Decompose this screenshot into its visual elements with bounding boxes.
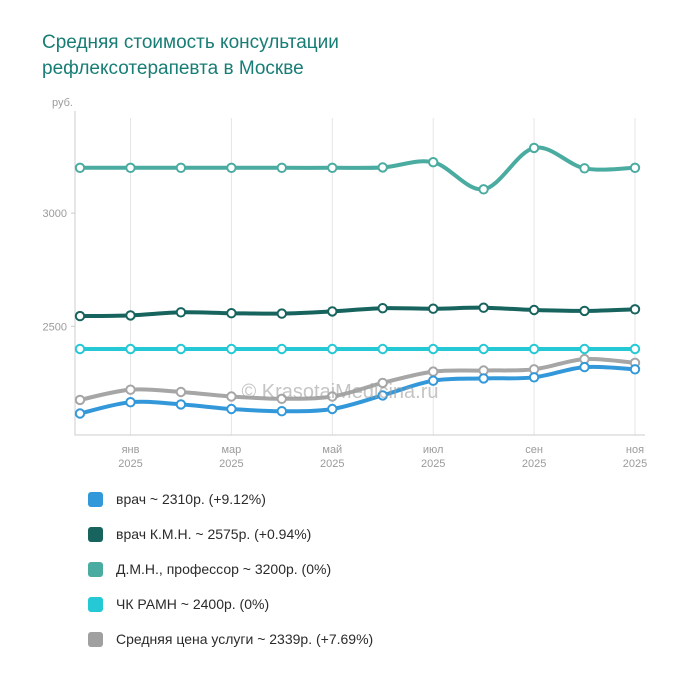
legend-swatch [88,491,103,507]
svg-text:июл: июл [423,444,444,456]
legend-item-chk-ramn[interactable]: ЧК РАМН ~ 2400р. (0%) [88,596,700,612]
legend-swatch [88,561,103,577]
page-title: Средняя стоимость консультации рефлексот… [42,32,339,79]
page: Средняя стоимость консультации рефлексот… [0,30,700,684]
svg-text:май: май [322,444,342,456]
legend-item-dmn-professor[interactable]: Д.М.Н., профессор ~ 3200р. (0%) [88,561,700,577]
svg-text:сен: сен [525,444,543,456]
svg-text:2025: 2025 [118,458,142,470]
svg-text:2025: 2025 [623,458,647,470]
svg-text:3000: 3000 [43,208,67,220]
svg-text:мар: мар [221,444,241,456]
svg-text:2025: 2025 [320,458,344,470]
price-chart: янв 2025 мар 2025 май 2025 июл 2025 сен 2025 ноя 20… [43,97,648,470]
legend-swatch [88,596,103,612]
legend-swatch [88,631,103,647]
svg-text:2500: 2500 [43,322,67,334]
svg-text:2025: 2025 [522,458,546,470]
svg-text:янв: янв [122,444,140,456]
legend-swatch [88,526,103,542]
legend-item-srednyaya-cena[interactable]: Средняя цена услуги ~ 2339р. (+7.69%) [88,631,700,647]
legend-label: Средняя цена услуги ~ 2339р. (+7.69%) [116,631,374,648]
legend-item-vrach-kmn[interactable]: врач К.М.Н. ~ 2575р. (+0.94%) [88,526,700,542]
legend-label: врач ~ 2310р. (+9.12%) [116,491,266,508]
chart-area: янв 2025 мар 2025 май 2025 июл 2025 сен 2025 ноя 20… [0,93,700,479]
svg-text:2025: 2025 [421,458,445,470]
legend-label: ЧК РАМН ~ 2400р. (0%) [116,596,270,613]
svg-text:2025: 2025 [219,458,243,470]
legend-label: Д.М.Н., профессор ~ 3200р. (0%) [116,561,332,578]
chart-legend: врач ~ 2310р. (+9.12%) врач К.М.Н. ~ 257… [88,491,700,647]
legend-label: врач К.М.Н. ~ 2575р. (+0.94%) [116,526,312,543]
svg-text:ноя: ноя [626,444,644,456]
svg-text:руб.: руб. [52,97,73,109]
legend-item-vrach[interactable]: врач ~ 2310р. (+9.12%) [88,491,700,507]
